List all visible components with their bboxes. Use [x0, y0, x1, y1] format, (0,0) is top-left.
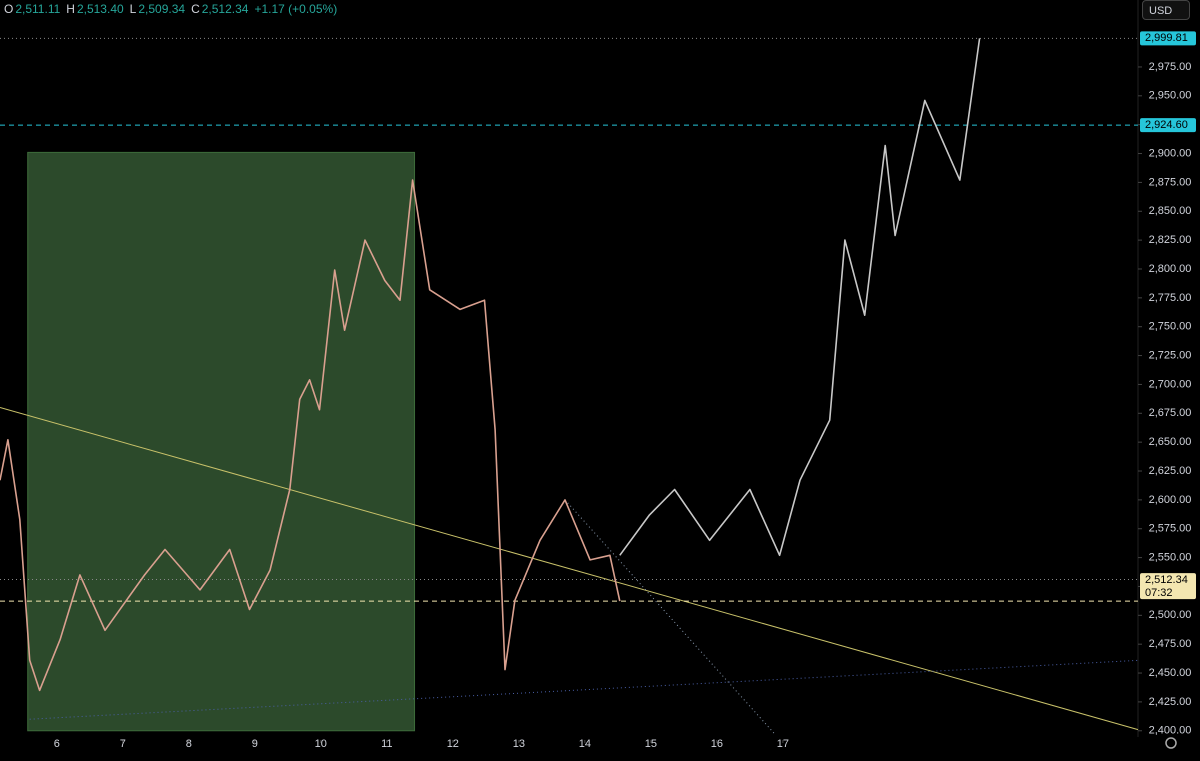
countdown: 07:32 [1145, 587, 1173, 599]
ohlc-value: 2,511.11 [15, 2, 61, 16]
currency-button[interactable]: USD [1142, 0, 1190, 20]
price-label-box [1140, 573, 1196, 600]
x-tick-label: 15 [645, 738, 657, 750]
y-tick-label: 2,975.00 [1149, 61, 1192, 73]
y-tick-label: 2,400.00 [1149, 725, 1192, 737]
y-tick-label: 2,450.00 [1149, 667, 1192, 679]
ohlc-header: O 2,511.11 H 2,513.40 L 2,509.34 C 2,512.34 +1.1… [4, 2, 343, 16]
price-label-box [1140, 31, 1196, 46]
y-tick-label: 2,500.00 [1149, 609, 1192, 621]
x-tick-label: 7 [120, 738, 126, 750]
x-tick-label: 12 [447, 738, 459, 750]
price-label: 2,512.34 [1145, 574, 1188, 586]
x-tick-label: 10 [315, 738, 327, 750]
ohlc-change: +1.17 (+0.05%) [254, 2, 338, 16]
y-tick-label: 2,725.00 [1149, 349, 1192, 361]
ohlc-key: C [191, 2, 200, 16]
y-tick-label: 2,625.00 [1149, 465, 1192, 477]
price-line [619, 38, 981, 557]
x-tick-label: 17 [777, 738, 789, 750]
y-tick-label: 2,475.00 [1149, 638, 1192, 650]
y-tick-label: 2,775.00 [1149, 292, 1192, 304]
x-tick-label: 13 [513, 738, 525, 750]
x-tick-label: 16 [711, 738, 723, 750]
y-tick-label: 2,800.00 [1149, 263, 1192, 275]
y-tick-label: 2,600.00 [1149, 494, 1192, 506]
y-tick-label: 2,850.00 [1149, 205, 1192, 217]
x-tick-label: 6 [54, 738, 60, 750]
price-label: 2,924.60 [1145, 119, 1188, 131]
x-tick-label: 9 [252, 738, 258, 750]
ohlc-key: O [4, 2, 14, 16]
trendline [564, 499, 776, 735]
y-tick-label: 2,425.00 [1149, 696, 1192, 708]
y-tick-label: 2,675.00 [1149, 407, 1192, 419]
y-tick-label: 2,825.00 [1149, 234, 1192, 246]
y-tick-label: 2,550.00 [1149, 552, 1192, 564]
price-label: 2,999.81 [1145, 32, 1188, 44]
y-tick-label: 2,700.00 [1149, 378, 1192, 390]
x-tick-label: 14 [579, 738, 591, 750]
y-tick-label: 2,750.00 [1149, 321, 1192, 333]
x-tick-label: 8 [186, 738, 192, 750]
ohlc-key: H [66, 2, 75, 16]
y-tick-label: 2,575.00 [1149, 523, 1192, 535]
ohlc-value: 2,513.40 [76, 2, 124, 16]
price-line [0, 179, 621, 692]
settings-icon[interactable] [1165, 737, 1177, 749]
y-tick-label: 2,950.00 [1149, 90, 1192, 102]
price-label-box [1140, 118, 1196, 133]
trendline [0, 407, 1139, 731]
ohlc-value: 2,512.34 [201, 2, 249, 16]
x-tick-label: 11 [381, 738, 392, 750]
trendline [29, 659, 1139, 720]
ohlc-value: 2,509.34 [138, 2, 186, 16]
zone [27, 151, 416, 732]
y-tick-label: 2,875.00 [1149, 176, 1192, 188]
ohlc-key: L [129, 2, 137, 16]
y-tick-label: 2,900.00 [1149, 147, 1192, 159]
y-tick-label: 2,650.00 [1149, 436, 1192, 448]
